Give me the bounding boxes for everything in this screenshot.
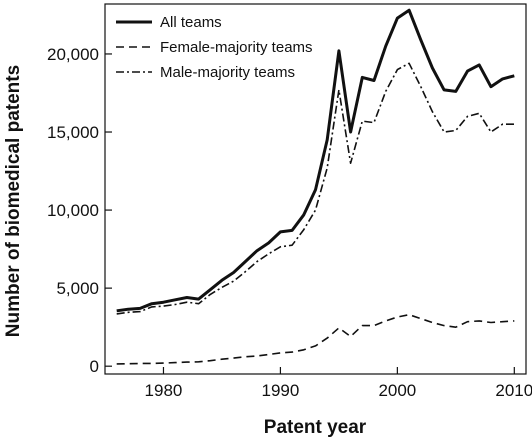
y-axis-title: Number of biomedical patents <box>3 65 24 337</box>
y-tick-label: 5,000 <box>56 279 99 298</box>
x-axis-title: Patent year <box>264 417 367 438</box>
plot-frame <box>104 3 527 375</box>
series-line-male-majority-teams <box>116 62 515 315</box>
x-tick-label: 2000 <box>378 381 416 400</box>
y-tick-label: 20,000 <box>47 45 99 64</box>
x-tick-label: 1990 <box>262 381 300 400</box>
y-tick-label: 0 <box>90 357 99 376</box>
y-tick-label: 10,000 <box>47 201 99 220</box>
y-tick-label: 15,000 <box>47 123 99 142</box>
series-line-all-teams <box>116 8 515 313</box>
legend-label-female-majority-teams: Female-majority teams <box>160 39 313 56</box>
legend: All teams Female-majority teams Male-maj… <box>116 14 313 81</box>
x-tick-label: 1980 <box>145 381 183 400</box>
legend-label-male-majority-teams: Male-majority teams <box>160 64 295 81</box>
series-line-female-majority-teams <box>116 313 515 365</box>
x-tick-label: 2010 <box>495 381 532 400</box>
legend-label-all-teams: All teams <box>160 14 222 31</box>
